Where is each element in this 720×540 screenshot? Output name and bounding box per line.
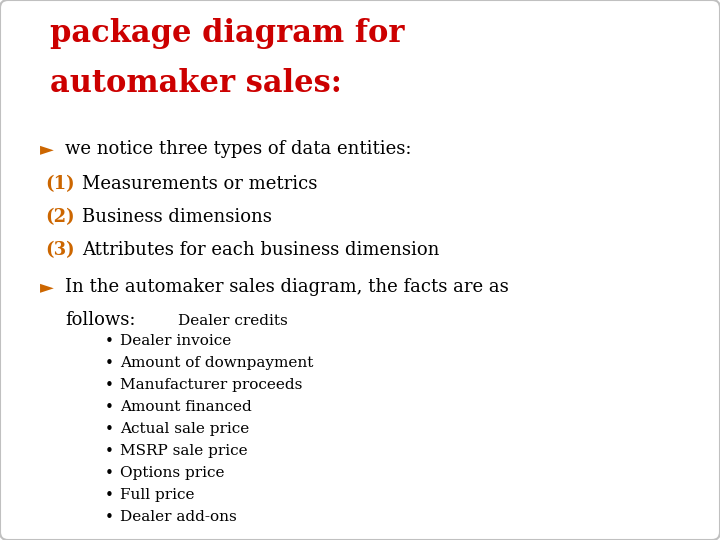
Text: (2): (2) — [45, 208, 75, 226]
Text: Attributes for each business dimension: Attributes for each business dimension — [82, 241, 439, 259]
Text: •: • — [105, 422, 114, 437]
Text: (1): (1) — [45, 175, 75, 193]
Text: Amount of downpayment: Amount of downpayment — [120, 356, 313, 370]
Text: Business dimensions: Business dimensions — [82, 208, 272, 226]
Text: •: • — [105, 444, 114, 459]
Text: follows:: follows: — [65, 311, 135, 329]
Text: (3): (3) — [45, 241, 75, 259]
Text: automaker sales:: automaker sales: — [50, 68, 342, 99]
Text: Dealer invoice: Dealer invoice — [120, 334, 231, 348]
Text: •: • — [105, 466, 114, 481]
Text: Dealer credits: Dealer credits — [178, 314, 288, 328]
Text: •: • — [105, 510, 114, 525]
Text: Amount financed: Amount financed — [120, 400, 252, 414]
Text: Dealer add-ons: Dealer add-ons — [120, 510, 237, 524]
Text: •: • — [105, 488, 114, 503]
Text: In the automaker sales diagram, the facts are as: In the automaker sales diagram, the fact… — [65, 278, 509, 296]
Text: Actual sale price: Actual sale price — [120, 422, 249, 436]
Text: ►: ► — [40, 140, 54, 158]
Text: ►: ► — [40, 278, 54, 296]
Text: •: • — [105, 356, 114, 371]
Text: Options price: Options price — [120, 466, 225, 480]
Text: MSRP sale price: MSRP sale price — [120, 444, 248, 458]
Text: package diagram for: package diagram for — [50, 18, 405, 49]
Text: •: • — [105, 400, 114, 415]
Text: •: • — [105, 334, 114, 349]
Text: Full price: Full price — [120, 488, 194, 502]
Text: •: • — [105, 378, 114, 393]
Text: Manufacturer proceeds: Manufacturer proceeds — [120, 378, 302, 392]
Text: we notice three types of data entities:: we notice three types of data entities: — [65, 140, 412, 158]
Text: Measurements or metrics: Measurements or metrics — [82, 175, 318, 193]
